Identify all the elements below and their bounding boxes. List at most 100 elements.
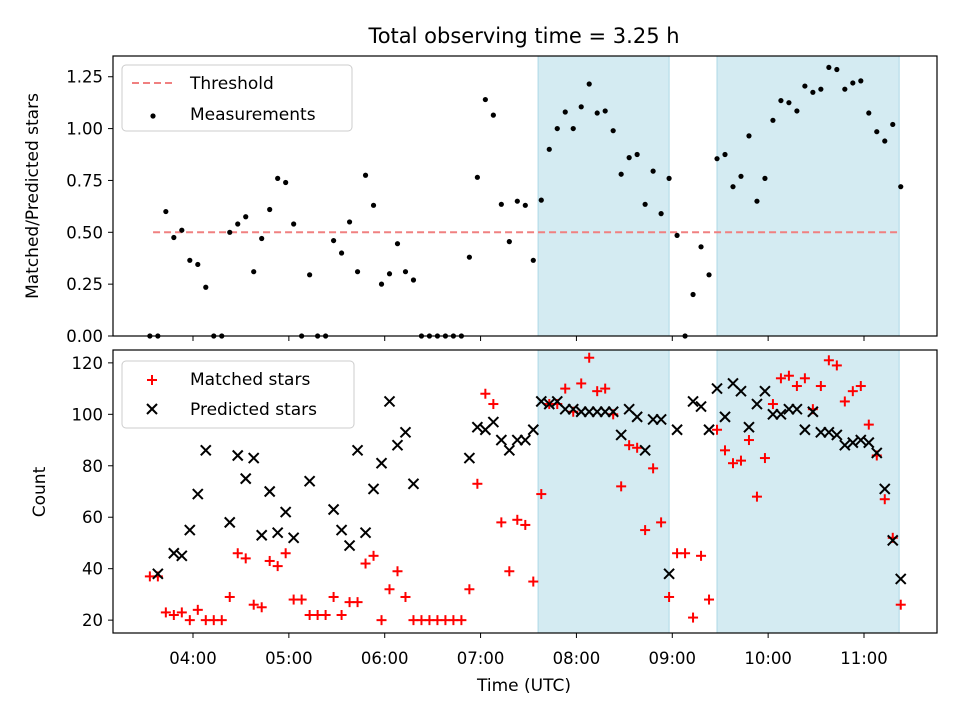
matched-stars-point (680, 548, 691, 559)
shaded-interval-1 (537, 55, 670, 337)
measurement-point (586, 81, 592, 87)
measurement-point (746, 133, 752, 139)
predicted-stars-point (799, 424, 811, 436)
predicted-stars-point (168, 547, 180, 559)
matched-stars-point (799, 373, 810, 384)
matched-stars-point (720, 445, 731, 456)
measurement-point (522, 202, 528, 208)
measurement-point (275, 175, 281, 181)
top-legend-box (121, 64, 353, 132)
predicted-stars-point (671, 424, 683, 436)
measurement-point (786, 100, 792, 106)
measurement-point (826, 64, 832, 71)
matched-stars-point (704, 594, 715, 605)
measurement-point (163, 208, 169, 215)
measurement-point (706, 272, 712, 278)
y-tick-label: 0.25 (66, 275, 103, 294)
matched-stars-point (464, 584, 475, 595)
top-y-ticks: 0.00 0.25 0.50 0.75 1.00 1.25 (66, 68, 113, 346)
predicted-stars-point (751, 398, 763, 410)
measurement-point (402, 269, 409, 275)
y-tick-label: 0.00 (66, 327, 103, 346)
predicted-stars-point (359, 526, 372, 539)
matched-stars-point (488, 399, 499, 410)
x-tick-label: 04:00 (169, 649, 217, 668)
measurement-point (187, 257, 193, 263)
measurement-point (171, 234, 177, 241)
predicted-stars-point (471, 421, 484, 433)
predicted-stars-point (152, 568, 164, 580)
legend-measurements-swatch (150, 113, 156, 119)
y-tick-label: 120 (72, 354, 104, 373)
measurement-point (714, 156, 720, 162)
matched-stars-point (520, 519, 531, 530)
predicted-stars-point (519, 434, 532, 446)
legend-threshold-label: Threshold (189, 74, 274, 94)
matched-stars-point (504, 566, 515, 577)
measurement-point (730, 184, 736, 190)
matched-stars-point (775, 373, 786, 384)
measurement-point (658, 211, 664, 217)
measurement-point (267, 206, 273, 213)
predicted-stars-point (735, 385, 747, 397)
measurement-point (291, 221, 297, 227)
measurement-point (754, 198, 760, 204)
matched-stars-point (696, 550, 707, 561)
matched-stars-point (664, 591, 675, 602)
predicted-stars-point (351, 444, 364, 457)
chart-title: Total observing time = 3.25 h (367, 24, 679, 48)
measurement-point (842, 86, 848, 92)
measurement-point (370, 202, 377, 208)
top-panel-frame (112, 55, 938, 337)
measurement-point (810, 89, 816, 95)
top-x-ticks (192, 336, 865, 341)
bottom-panel-frame (112, 349, 938, 634)
matched-stars-point (616, 481, 627, 492)
bottom-x-ticks: 04:00 05:00 06:00 07:00 08:00 09:00 10:00 11:00 (169, 633, 888, 668)
measurement-point (770, 117, 776, 123)
predicted-stars-points (152, 377, 907, 585)
measurement-point (259, 235, 265, 242)
predicted-stars-point (863, 436, 875, 449)
measurement-point (642, 201, 648, 207)
legend-matched-label: Matched stars (190, 370, 310, 390)
y-tick-label: 0.50 (66, 223, 103, 242)
matched-stars-point (855, 381, 866, 392)
measurement-point (818, 86, 824, 92)
x-tick-label: 08:00 (553, 649, 601, 668)
predicted-stars-point (232, 449, 244, 462)
measurement-point (251, 269, 257, 275)
measurement-point (890, 121, 896, 128)
matched-stars-point (328, 591, 339, 602)
measurement-point (482, 96, 488, 103)
measurement-point (179, 227, 185, 233)
measurement-point (698, 244, 704, 250)
matched-stars-point (823, 355, 834, 366)
measurement-point (530, 257, 536, 263)
measurement-point (490, 112, 496, 118)
matched-stars-point (536, 489, 547, 500)
legend-matched-swatch (147, 375, 157, 385)
measurement-point (386, 271, 393, 277)
measurement-point (346, 219, 353, 225)
matched-stars-point (168, 609, 179, 620)
x-tick-label: 09:00 (649, 649, 697, 668)
matched-stars-point (767, 399, 778, 410)
matched-stars-point (472, 478, 483, 489)
x-tick-label: 06:00 (361, 649, 409, 668)
measurement-point (850, 80, 856, 86)
top-y-axis-label: Matched/Predicted stars (23, 93, 43, 299)
predicted-stars-point (271, 526, 284, 539)
top-legend: Threshold Measurements (121, 64, 353, 132)
measurement-point (570, 125, 576, 132)
predicted-stars-point (639, 444, 651, 457)
predicted-stars-point (279, 506, 292, 518)
matched-stars-point (384, 584, 395, 595)
predicted-stars-point (823, 426, 835, 439)
matched-stars-point (648, 463, 659, 474)
predicted-stars-point (383, 395, 396, 408)
matched-stars-point (512, 514, 523, 525)
predicted-stars-point (367, 483, 380, 495)
measurement-point (794, 108, 800, 114)
